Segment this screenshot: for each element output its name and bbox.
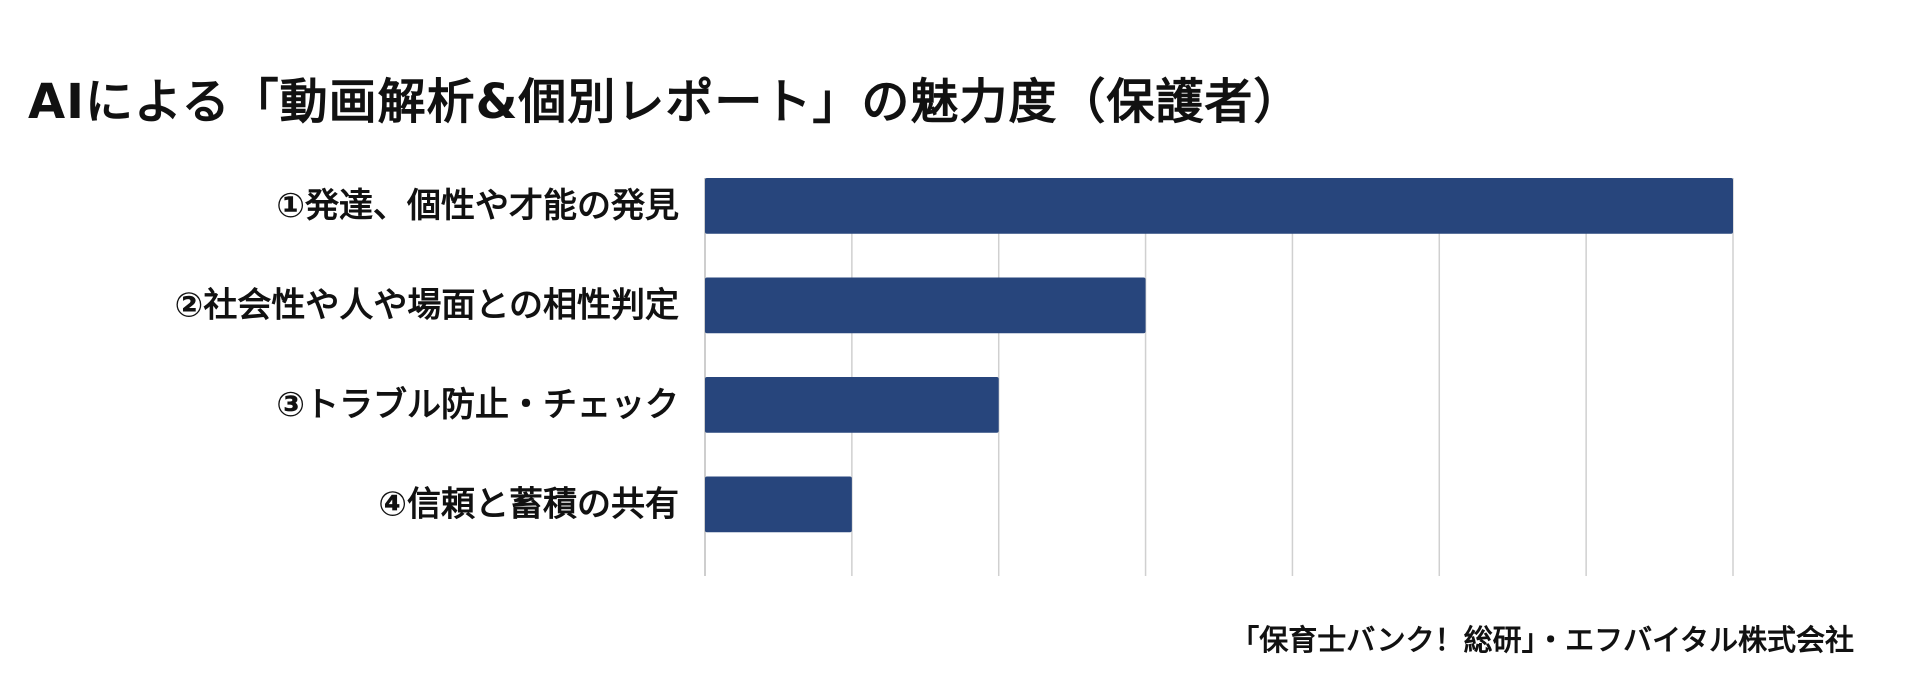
source-credit: 「保育士バンク！総研」・エフバイタル株式会社 <box>1230 623 1854 657</box>
category-label: ②社会性や人や場面との相性判定 <box>175 285 679 325</box>
bar <box>705 178 1733 234</box>
category-label: ①発達、個性や才能の発見 <box>276 186 679 226</box>
chart-category-labels: ①発達、個性や才能の発見 ②社会性や人や場面との相性判定 ③トラブル防止・チェック ④… <box>175 186 679 524</box>
bar <box>705 277 1146 334</box>
bar <box>705 377 999 433</box>
category-label: ③トラブル防止・チェック <box>276 385 679 425</box>
chart-bars <box>705 178 1733 533</box>
chart-title: AIによる「動画解析&個別レポート」の魅力度（保護者） <box>28 74 1303 130</box>
category-label: ④信頼と蓄積の共有 <box>378 484 679 524</box>
bar <box>705 476 852 533</box>
